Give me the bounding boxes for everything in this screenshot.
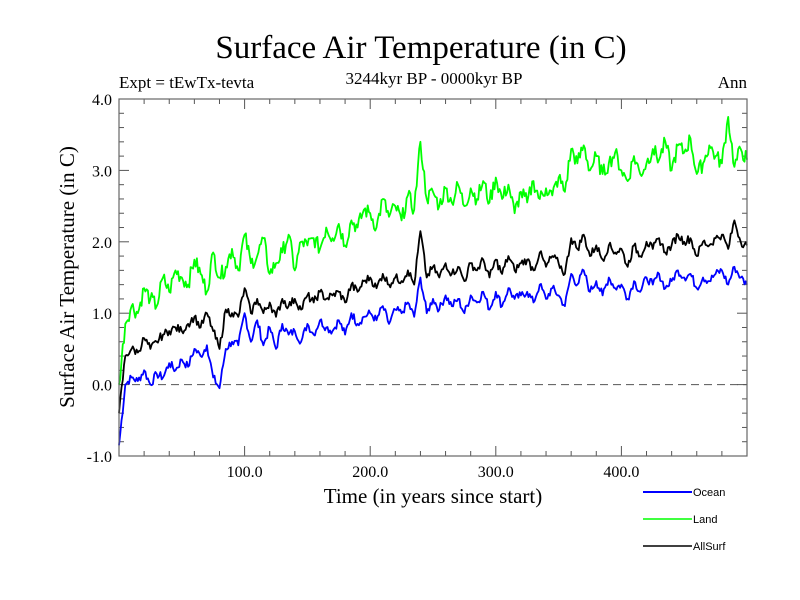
y-tick-label: 2.0	[92, 235, 112, 252]
y-tick-label: 4.0	[92, 92, 112, 109]
legend-label: Ocean	[693, 487, 725, 499]
series-line-land	[118, 116, 748, 385]
experiment-annotation: Expt = tEwTx-tevta	[119, 73, 255, 92]
legend-label: AllSurf	[693, 541, 726, 553]
x-axis-label: Time (in years since start)	[324, 484, 543, 508]
y-tick-label: 0.0	[92, 378, 112, 395]
season-annotation: Ann	[718, 73, 748, 92]
series-line-ocean	[118, 265, 748, 446]
plot-frame	[118, 98, 748, 457]
series-line-allsurf	[118, 219, 748, 414]
x-tick-labels: 100.0 200.0 300.0 400.0	[227, 464, 640, 481]
legend-item-land: Land	[643, 514, 717, 526]
legend-item-ocean: Ocean	[643, 487, 725, 499]
legend: Ocean Land AllSurf	[643, 487, 726, 553]
x-tick-label: 200.0	[352, 464, 388, 481]
x-tick-label: 400.0	[603, 464, 639, 481]
y-axis-label: Surface Air Temperature (in C)	[55, 146, 79, 408]
legend-item-allsurf: AllSurf	[643, 541, 726, 553]
y-tick-label: 3.0	[92, 163, 112, 180]
series-lines	[118, 116, 748, 446]
chart-subtitle: 3244kyr BP - 0000kyr BP	[346, 69, 523, 88]
y-tick-labels: -1.0 0.0 1.0 2.0 3.0 4.0	[87, 92, 112, 466]
x-tick-label: 100.0	[227, 464, 263, 481]
y-tick-label: 1.0	[92, 306, 112, 323]
legend-label: Land	[693, 514, 717, 526]
y-tick-label: -1.0	[87, 449, 112, 466]
chart-title: Surface Air Temperature (in C)	[215, 30, 626, 66]
x-tick-label: 300.0	[478, 464, 514, 481]
